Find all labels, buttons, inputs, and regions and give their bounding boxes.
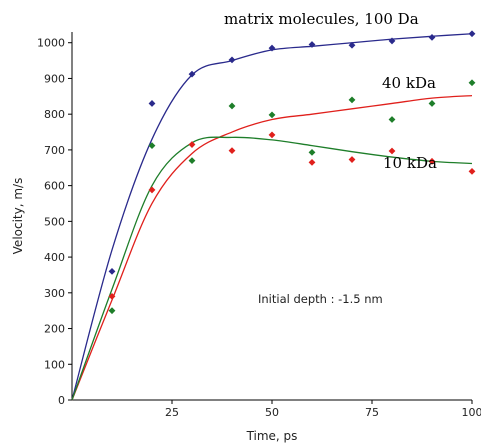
- initial-depth-note: Initial depth : -1.5 nm: [258, 292, 383, 306]
- y-tick-label: 100: [44, 358, 65, 371]
- data-point-series-2: [308, 149, 316, 156]
- fit-line-series-2: [71, 136, 473, 401]
- y-tick-label: 1000: [37, 37, 65, 50]
- data-point-series-1: [268, 131, 276, 139]
- x-tick-label: 75: [365, 406, 379, 419]
- y-tick-label: 900: [44, 72, 65, 85]
- fit-line-series-0: [71, 33, 473, 401]
- data-point-series-2: [148, 142, 156, 150]
- data-point-series-2: [348, 96, 356, 104]
- data-point-series-0: [468, 30, 476, 38]
- data-point-series-0: [228, 56, 236, 64]
- data-point-series-0: [388, 37, 396, 45]
- data-point-series-1: [148, 186, 156, 194]
- data-point-series-2: [468, 79, 476, 87]
- y-tick-label: 300: [44, 287, 65, 300]
- data-point-series-1: [108, 292, 116, 300]
- data-point-series-2: [428, 100, 436, 107]
- data-point-series-1: [348, 156, 356, 163]
- y-tick-label: 600: [44, 180, 65, 193]
- x-tick-label: 25: [165, 406, 179, 419]
- y-tick-label: 700: [44, 144, 65, 157]
- x-axis-title: Time, ps: [246, 429, 298, 443]
- fit-line-series-1: [71, 94, 473, 401]
- y-tick-label: 0: [58, 394, 65, 407]
- x-tick-label: 100: [462, 406, 481, 419]
- data-point-series-2: [388, 116, 396, 123]
- data-point-series-2: [188, 157, 196, 165]
- data-point-series-0: [108, 267, 116, 275]
- fit-lines: [71, 33, 473, 401]
- y-tick-label: 200: [44, 323, 65, 336]
- data-point-series-0: [428, 33, 436, 41]
- y-tick-label: 400: [44, 251, 65, 264]
- data-point-series-0: [188, 70, 196, 78]
- data-point-series-1: [188, 141, 196, 148]
- y-tick-label: 500: [44, 215, 65, 228]
- data-point-series-1: [388, 147, 396, 155]
- data-point-series-2: [228, 102, 236, 110]
- y-axis-title: Velocity, m/s: [11, 178, 25, 255]
- data-point-series-0: [268, 44, 276, 52]
- data-point-series-2: [268, 111, 276, 119]
- series-label-10kda: 10 kDa: [383, 154, 437, 172]
- data-point-series-1: [468, 167, 476, 175]
- data-point-series-0: [348, 41, 356, 49]
- data-point-series-1: [428, 157, 436, 165]
- data-point-series-0: [148, 100, 156, 107]
- y-tick-label: 800: [44, 108, 65, 121]
- series-label-100da: matrix molecules, 100 Da: [224, 10, 419, 28]
- data-point-series-0: [308, 41, 316, 48]
- x-tick-label: 50: [265, 406, 279, 419]
- data-point-series-1: [308, 159, 316, 166]
- tick-marks: 0 100 200 300 400 500 600 700 800 900 1000 25 50 75 10…: [37, 37, 481, 419]
- data-markers: [108, 30, 476, 315]
- data-point-series-2: [108, 307, 116, 315]
- series-label-40kda: 40 kDa: [382, 74, 436, 92]
- data-point-series-1: [228, 147, 236, 155]
